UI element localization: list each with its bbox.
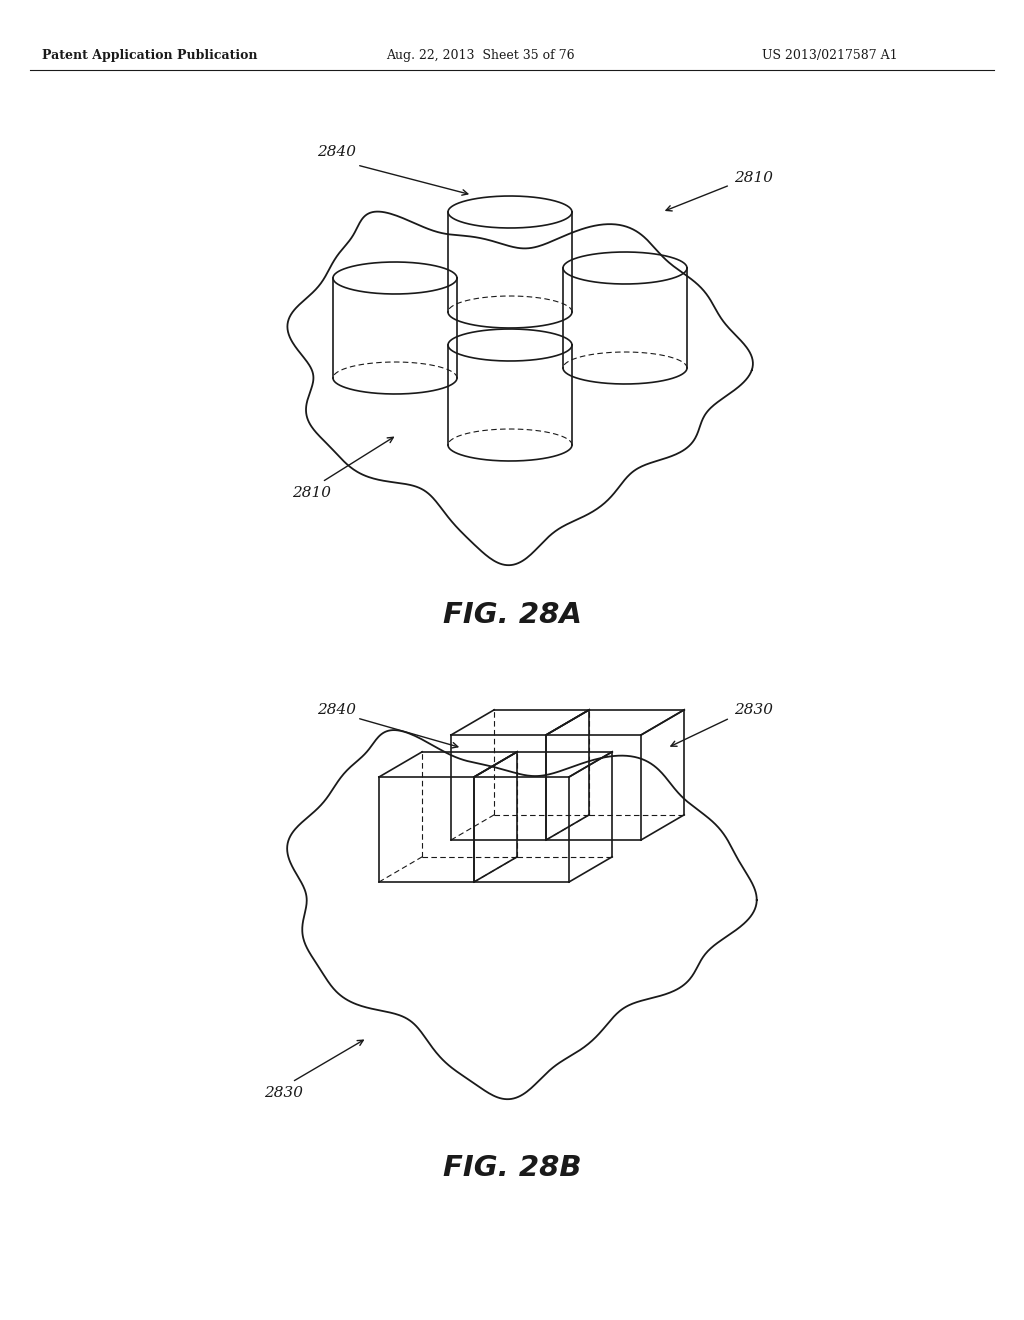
Text: FIG. 28B: FIG. 28B — [442, 1154, 582, 1181]
Text: 2830: 2830 — [264, 1086, 303, 1100]
Text: 2840: 2840 — [317, 145, 356, 158]
Text: FIG. 28A: FIG. 28A — [442, 601, 582, 630]
Text: Patent Application Publication: Patent Application Publication — [42, 49, 258, 62]
Text: 2830: 2830 — [734, 704, 773, 717]
Text: 2840: 2840 — [317, 704, 356, 717]
Text: US 2013/0217587 A1: US 2013/0217587 A1 — [762, 49, 898, 62]
Text: 2810: 2810 — [734, 172, 773, 185]
Text: 2810: 2810 — [292, 486, 331, 500]
Text: Aug. 22, 2013  Sheet 35 of 76: Aug. 22, 2013 Sheet 35 of 76 — [386, 49, 574, 62]
